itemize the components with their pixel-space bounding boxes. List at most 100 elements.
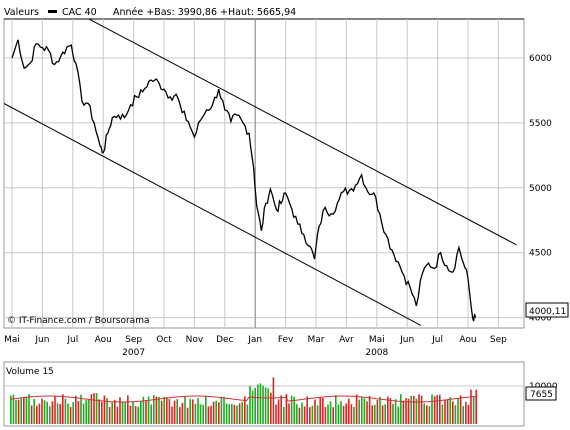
volume-bar — [426, 405, 428, 424]
volume-bar — [160, 400, 163, 424]
volume-bar — [301, 402, 303, 424]
volume-bar — [270, 392, 272, 424]
volume-bar — [220, 396, 223, 424]
year-labels: 2007 2008 — [122, 348, 388, 358]
y-tick-label: 4000 — [529, 314, 552, 324]
volume-bar — [257, 384, 259, 424]
volume-bar — [210, 405, 212, 424]
volume-bar — [475, 389, 477, 424]
volume-bar — [293, 396, 295, 424]
x-tick-label: Aou — [95, 335, 112, 345]
volume-bar — [64, 398, 67, 424]
volume-bar — [241, 401, 243, 424]
volume-bar — [132, 401, 134, 424]
volume-bar — [98, 399, 100, 424]
volume-bar — [103, 395, 106, 424]
volume-bar — [288, 403, 290, 424]
y-axis-tick-labels: 4000 4500 5000 5500 6000 — [529, 54, 552, 324]
volume-bar — [75, 395, 77, 424]
volume-bar — [218, 402, 220, 424]
chart-header: Valeurs CAC 40 Année +Bas: 3990,86 +Haut… — [4, 7, 296, 18]
volume-bar — [322, 398, 324, 424]
last-value-box-bg — [525, 302, 569, 318]
volume-bar — [246, 404, 249, 424]
volume-bar — [38, 403, 41, 424]
volume-bar — [311, 405, 314, 424]
volume-bar — [340, 401, 342, 424]
x-tick-label: Jun — [34, 335, 49, 345]
volume-bar — [121, 402, 124, 424]
x-tick-label: Aou — [459, 335, 476, 345]
volume-bar — [189, 398, 191, 424]
volume-bar — [85, 400, 87, 424]
series-label: CAC 40 — [62, 7, 97, 18]
x-tick-label: Mai — [369, 335, 385, 345]
volume-bar — [171, 406, 173, 424]
volume-bar — [316, 405, 319, 424]
volume-bar — [142, 396, 145, 424]
volume-title: Volume 15 — [6, 367, 54, 377]
volume-bar — [275, 404, 277, 424]
volume-bar — [95, 393, 98, 424]
volume-bar — [397, 406, 399, 424]
volume-bar — [400, 394, 402, 424]
volume-bar — [368, 396, 371, 424]
volume-bar — [228, 404, 230, 424]
volume-bar — [101, 401, 103, 424]
volume-bar — [342, 405, 345, 424]
volume-bar — [184, 396, 186, 424]
volume-bar — [173, 400, 176, 424]
volume-bar — [20, 398, 22, 424]
volume-bar — [215, 400, 217, 424]
volume-bar — [166, 397, 168, 424]
volume-bar — [303, 406, 306, 424]
stats-text: Année +Bas: 3990,86 +Haut: 5665,94 — [113, 7, 296, 18]
volume-bar — [410, 395, 412, 424]
volume-bar — [376, 400, 379, 424]
volume-bar — [17, 399, 20, 424]
y-tick-label: 5000 — [529, 184, 552, 194]
volume-bar — [379, 396, 381, 424]
volume-bar — [225, 403, 228, 424]
valeurs-label: Valeurs — [4, 7, 39, 18]
volume-bar — [111, 402, 113, 424]
volume-bar — [470, 389, 472, 424]
channel-lines — [4, 19, 517, 326]
volume-bars — [10, 377, 477, 424]
volume-bar — [153, 394, 155, 424]
volume-bar — [407, 398, 410, 424]
volume-bar — [459, 395, 462, 424]
volume-bar — [462, 406, 464, 424]
volume-bar — [259, 383, 262, 424]
volume-bar — [23, 398, 25, 424]
volume-bar — [33, 398, 35, 424]
volume-bar — [277, 399, 280, 424]
x-tick-label: Sep — [125, 335, 142, 345]
volume-bar — [452, 401, 454, 424]
volume-bar — [254, 387, 256, 424]
volume-bar — [264, 387, 267, 424]
volume-bar — [147, 396, 150, 424]
volume-bar — [415, 398, 418, 424]
volume-bar — [337, 404, 340, 424]
volume-bar — [358, 399, 360, 424]
volume-bar — [402, 400, 405, 424]
channel-line-lower — [4, 102, 422, 326]
volume-bar — [436, 395, 438, 424]
volume-bar — [179, 407, 181, 424]
volume-bar — [418, 394, 420, 424]
volume-bar — [205, 396, 207, 424]
volume-bar — [381, 405, 384, 424]
x-tick-label: Nov — [186, 335, 204, 345]
volume-bar — [116, 406, 119, 424]
x-tick-label: Avr — [339, 335, 354, 345]
volume-bar — [428, 406, 431, 424]
volume-bar — [192, 399, 194, 424]
volume-bar — [319, 397, 321, 424]
volume-bar — [366, 401, 368, 424]
volume-bar — [392, 403, 394, 424]
volume-bar — [249, 385, 251, 424]
volume-bar — [431, 394, 433, 424]
volume-bar — [197, 398, 199, 424]
volume-bar — [283, 407, 285, 424]
